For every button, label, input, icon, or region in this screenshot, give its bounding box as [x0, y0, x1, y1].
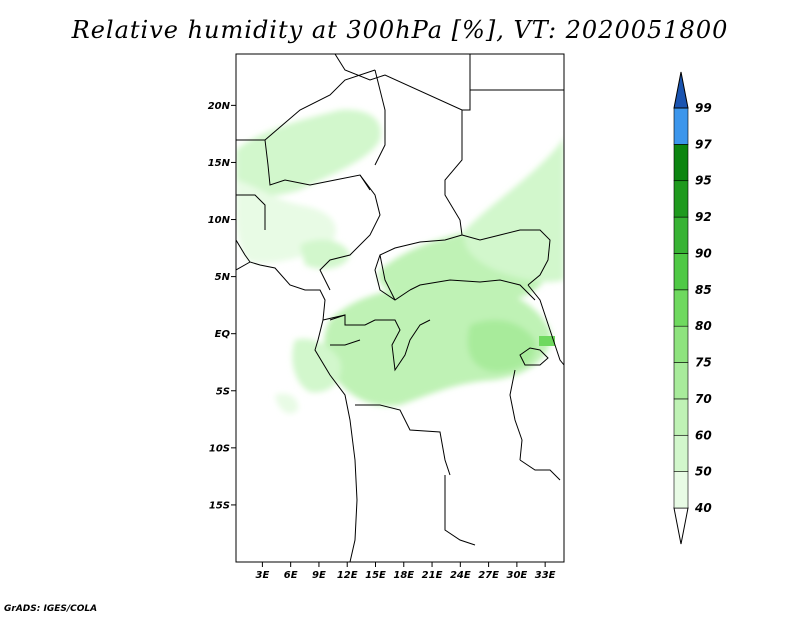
border-algeria-niger — [236, 69, 376, 141]
lon-tick-label: 30E — [506, 570, 527, 581]
map-frame — [235, 53, 565, 563]
lon-tick-label: 27E — [478, 570, 499, 581]
map-title: Relative humidity at 300hPa [%], VT: 202… — [71, 16, 729, 44]
humidity-region-southwest — [275, 393, 299, 414]
colorbar-segment — [673, 289, 689, 327]
humidity-region-congo-core — [467, 320, 536, 372]
colorbar-level-label: 92 — [695, 210, 712, 224]
lon-tick-label: 6E — [284, 570, 298, 581]
lon-tick-label: 15E — [365, 570, 386, 581]
colorbar-bottom-arrow — [673, 507, 689, 545]
lon-tick-label: 21E — [422, 570, 443, 581]
border-libya-egypt — [334, 54, 471, 111]
grads-credit: GrADS: IGES/COLA — [4, 604, 98, 614]
lat-tick-label: 5N — [215, 272, 231, 283]
border-lake-tanganyika — [509, 369, 523, 461]
colorbar-level-label: 85 — [695, 283, 712, 297]
colorbar-top-arrow — [673, 71, 689, 109]
lon-tick-label: 12E — [337, 570, 358, 581]
lon-tick-label: 9E — [312, 570, 326, 581]
border-angola-zambia — [444, 475, 476, 546]
lon-tick-label: 18E — [393, 570, 414, 581]
border-nigeria-cameroon — [319, 174, 381, 291]
border-niger-south — [264, 139, 371, 191]
humidity-region-congo — [324, 285, 551, 406]
border-sudan-southsudan — [461, 229, 551, 286]
lat-tick-label: 15N — [208, 158, 231, 169]
border-congo-drc — [329, 314, 431, 372]
lon-tick-label: 3E — [255, 570, 269, 581]
border-zambia-mozambique — [519, 459, 561, 481]
lat-tick-label: 15S — [209, 500, 230, 511]
colorbar-level-label: 99 — [695, 101, 712, 115]
border-lake-victoria — [519, 347, 549, 366]
colorbar-segment — [673, 471, 689, 509]
colorbar-level-label: 70 — [695, 392, 712, 406]
border-libya-chad — [374, 69, 386, 166]
colorbar-segment — [673, 325, 689, 363]
lon-tick-label: 24E — [450, 570, 471, 581]
border-sahel-west — [236, 194, 266, 230]
lat-tick-label: 20N — [208, 101, 231, 112]
colorbar-segment — [673, 362, 689, 400]
colorbar-segment — [673, 253, 689, 291]
border-cameroon-car — [379, 254, 396, 301]
lat-tick-label: 5S — [216, 386, 230, 397]
colorbar-segment — [673, 434, 689, 472]
border-gulf-guinea — [236, 261, 251, 271]
lat-tick-label: 10S — [209, 443, 230, 454]
lat-axis: 20N 15N 10N 5N EQ 5S 10S 15S — [208, 101, 236, 511]
colorbar-segment — [673, 398, 689, 436]
colorbar-level-label: 60 — [695, 428, 712, 442]
border-car-drc — [409, 279, 536, 301]
humidity-region-gabon — [292, 338, 341, 393]
colorbar-level-label: 75 — [695, 356, 712, 370]
colorbar-level-label: 80 — [695, 319, 712, 333]
humidity-region-northeast — [464, 135, 564, 282]
colorbar-segment — [673, 107, 689, 145]
colorbar-level-label: 90 — [695, 246, 712, 260]
border-uganda-kenya — [527, 284, 564, 366]
border-angola-drc — [355, 404, 451, 476]
colorbar-segment — [673, 144, 689, 182]
colorbar-segment — [673, 180, 689, 218]
colorbar-level-label: 95 — [695, 174, 712, 188]
lat-tick-label: 10N — [208, 215, 231, 226]
colorbar: 40 50 60 70 75 80 85 90 92 95 97 99 — [673, 71, 712, 545]
border-chad-sudan — [374, 110, 463, 301]
border-gabon — [322, 314, 361, 346]
colorbar-level-label: 40 — [694, 501, 712, 515]
lon-axis: 3E 6E 9E 12E 15E 18E 21E 24E 27E 30E 33E — [255, 562, 556, 581]
colorbar-level-label: 50 — [695, 465, 712, 479]
country-borders — [236, 54, 564, 562]
humidity-shading — [236, 109, 564, 414]
colorbar-segment — [673, 216, 689, 254]
colorbar-level-label: 97 — [695, 137, 712, 151]
lon-tick-label: 33E — [535, 570, 556, 581]
humidity-region-sahel — [236, 109, 381, 196]
lat-tick-label: EQ — [215, 329, 231, 340]
humidity-region-nigeria — [300, 239, 350, 269]
humidity-max-patch — [539, 336, 555, 346]
